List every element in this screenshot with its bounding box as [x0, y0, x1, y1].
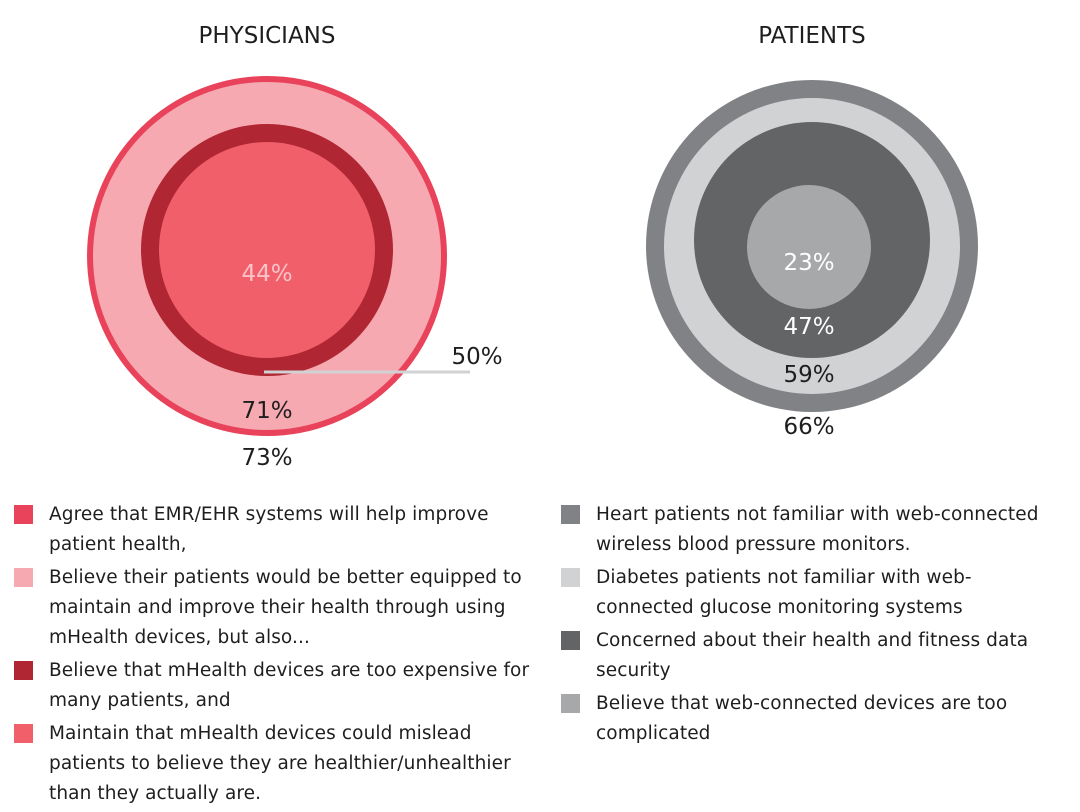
legend-text: Believe that mHealth devices are too exp…	[49, 660, 530, 711]
physicians-label-73: 73%	[241, 445, 292, 471]
legend-text: Maintain that mHealth devices could misl…	[49, 723, 511, 804]
physicians-circle-44	[159, 142, 375, 358]
legend-swatch	[561, 631, 580, 650]
legend-swatch	[14, 661, 33, 680]
patients-circle-23	[747, 185, 871, 309]
legend-text: Agree that EMR/EHR systems will help imp…	[49, 504, 489, 555]
legend-swatch	[561, 505, 580, 524]
patients-title: PATIENTS	[758, 23, 866, 49]
legend-swatch	[14, 568, 33, 587]
legend-item: Believe that mHealth devices are too exp…	[14, 656, 534, 716]
physicians-label-71: 71%	[241, 398, 292, 424]
legend-item: Agree that EMR/EHR systems will help imp…	[14, 500, 534, 560]
legend-text: Believe their patients would be better e…	[49, 567, 522, 648]
physicians-chart: PHYSICIANS 44% 50% 71% 73%	[87, 23, 503, 471]
legend-text: Believe that web-connected devices are t…	[596, 693, 1008, 744]
legend-item: Maintain that mHealth devices could misl…	[14, 719, 534, 809]
patients-legend: Heart patients not familiar with web-con…	[561, 500, 1066, 752]
chart-area: PHYSICIANS 44% 50% 71% 73% PATIENTS 23% …	[87, 23, 978, 471]
physicians-label-44: 44%	[241, 261, 292, 287]
legend-item: Diabetes patients not familiar with web-…	[561, 563, 1066, 623]
legend-item: Believe their patients would be better e…	[14, 563, 534, 653]
legend-text: Heart patients not familiar with web-con…	[596, 504, 1039, 555]
patients-chart: PATIENTS 23% 47% 59% 66%	[646, 23, 978, 440]
physicians-label-50: 50%	[451, 344, 502, 370]
patients-label-59: 59%	[783, 362, 834, 388]
legend-text: Concerned about their health and fitness…	[596, 630, 1029, 681]
legend-swatch	[14, 724, 33, 743]
legend-item: Concerned about their health and fitness…	[561, 626, 1066, 686]
legend-text: Diabetes patients not familiar with web-…	[596, 567, 972, 618]
physicians-title: PHYSICIANS	[199, 23, 336, 49]
legend-swatch	[561, 568, 580, 587]
physicians-legend: Agree that EMR/EHR systems will help imp…	[14, 500, 534, 812]
legend-item: Heart patients not familiar with web-con…	[561, 500, 1066, 560]
legend-swatch	[561, 694, 580, 713]
patients-label-66: 66%	[783, 414, 834, 440]
patients-label-23: 23%	[783, 250, 834, 276]
patients-label-47: 47%	[783, 314, 834, 340]
legend-item: Believe that web-connected devices are t…	[561, 689, 1066, 749]
legend-swatch	[14, 505, 33, 524]
